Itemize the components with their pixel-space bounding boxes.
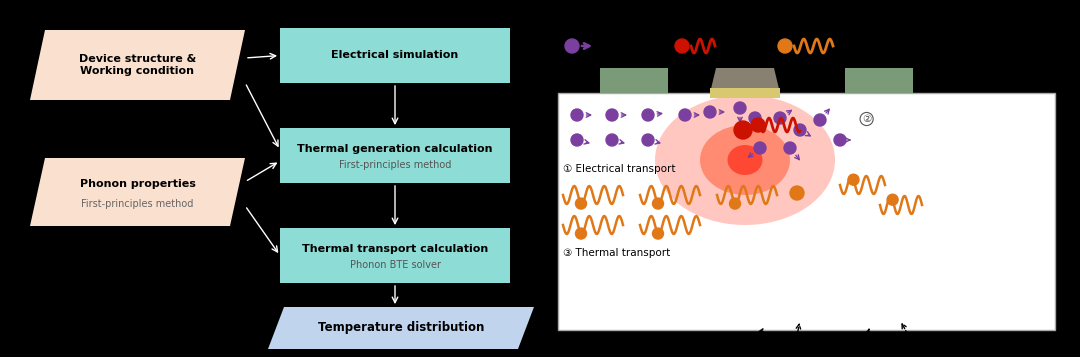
Ellipse shape xyxy=(654,95,835,225)
Circle shape xyxy=(571,109,583,121)
Circle shape xyxy=(848,174,859,185)
Circle shape xyxy=(734,121,752,139)
Text: Temperature distribution: Temperature distribution xyxy=(318,322,484,335)
Ellipse shape xyxy=(700,125,789,195)
Bar xyxy=(558,93,1055,330)
Circle shape xyxy=(734,102,746,114)
Bar xyxy=(280,228,510,283)
Bar xyxy=(280,28,510,83)
Text: Thermal transport calculation: Thermal transport calculation xyxy=(302,244,488,254)
Text: ②: ② xyxy=(862,114,872,124)
Polygon shape xyxy=(710,68,780,93)
Text: Phonon BTE solver: Phonon BTE solver xyxy=(350,260,441,270)
Ellipse shape xyxy=(728,145,762,175)
Circle shape xyxy=(571,134,583,146)
Circle shape xyxy=(794,124,806,136)
Circle shape xyxy=(642,109,654,121)
Circle shape xyxy=(679,109,691,121)
Circle shape xyxy=(750,112,761,124)
Circle shape xyxy=(606,134,618,146)
Circle shape xyxy=(565,39,579,53)
Circle shape xyxy=(675,39,689,53)
Text: First-principles method: First-principles method xyxy=(339,160,451,170)
Circle shape xyxy=(652,228,663,239)
Text: First-principles method: First-principles method xyxy=(81,199,193,209)
Text: Thermal generation calculation: Thermal generation calculation xyxy=(297,144,492,154)
Polygon shape xyxy=(268,307,534,349)
Bar xyxy=(600,68,669,93)
Circle shape xyxy=(754,142,766,154)
Circle shape xyxy=(652,198,663,209)
Circle shape xyxy=(751,118,765,132)
Circle shape xyxy=(576,228,586,239)
Circle shape xyxy=(814,114,826,126)
Circle shape xyxy=(729,198,741,209)
Circle shape xyxy=(778,39,792,53)
Bar xyxy=(845,68,913,93)
Circle shape xyxy=(789,186,804,200)
Bar xyxy=(280,128,510,183)
Text: Device structure &
Working condition: Device structure & Working condition xyxy=(79,54,197,76)
Circle shape xyxy=(642,134,654,146)
Text: Electrical simulation: Electrical simulation xyxy=(332,50,459,60)
Circle shape xyxy=(704,106,716,118)
Bar xyxy=(710,88,780,98)
Circle shape xyxy=(774,112,786,124)
Circle shape xyxy=(834,134,846,146)
Circle shape xyxy=(784,142,796,154)
Circle shape xyxy=(606,109,618,121)
Text: ③ Thermal transport: ③ Thermal transport xyxy=(563,248,671,258)
Text: Phonon properties: Phonon properties xyxy=(80,179,195,189)
Text: ① Electrical transport: ① Electrical transport xyxy=(563,164,675,174)
Polygon shape xyxy=(30,158,245,226)
Circle shape xyxy=(887,194,899,205)
Circle shape xyxy=(576,198,586,209)
Polygon shape xyxy=(30,30,245,100)
